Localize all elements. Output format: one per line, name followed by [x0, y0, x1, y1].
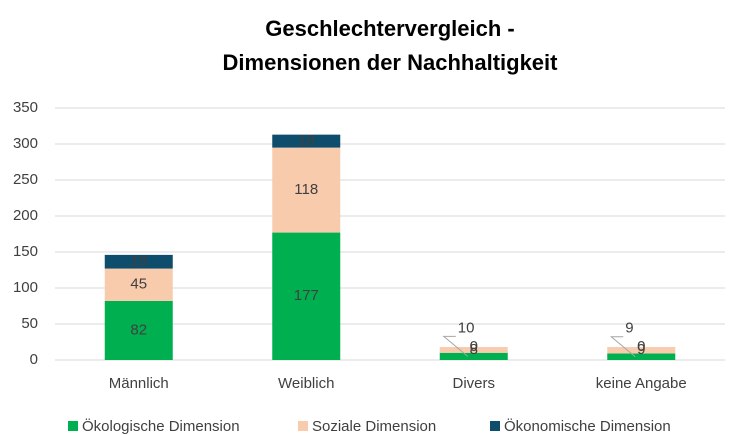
data-label: 9: [625, 320, 633, 337]
bar-segment: [272, 147, 341, 233]
y-tick-label: 150: [13, 243, 38, 260]
legend-label: Ökonomische Dimension: [504, 417, 671, 435]
legend-label: Soziale Dimension: [312, 418, 436, 435]
legend-swatch: [490, 421, 500, 431]
chart-title: Dimensionen der Nachhaltigkeit: [223, 50, 559, 75]
x-tick-label: Männlich: [109, 375, 169, 392]
y-tick-label: 0: [30, 351, 38, 368]
bar-segment: [104, 254, 173, 269]
data-label: 9: [637, 341, 645, 358]
y-tick-label: 250: [13, 171, 38, 188]
data-label: 82: [130, 321, 147, 338]
x-tick-label: Weiblich: [278, 375, 334, 392]
leader-line: [442, 335, 469, 357]
leader-line: [609, 336, 636, 358]
bar-segment: [607, 353, 676, 360]
legend-swatch: [298, 421, 308, 431]
y-tick-label: 50: [21, 315, 38, 332]
data-label: 0: [637, 338, 645, 355]
bar-segment: [104, 300, 173, 360]
chart-title: Geschlechtervergleich -: [265, 16, 514, 41]
x-tick-label: Divers: [452, 375, 495, 392]
y-tick-label: 200: [13, 207, 38, 224]
y-tick-label: 100: [13, 279, 38, 296]
bar-segment: [607, 347, 676, 354]
bar-segment: [272, 134, 341, 148]
y-tick-label: 350: [13, 99, 38, 116]
data-label: 0: [470, 338, 478, 355]
data-label: 10: [458, 319, 475, 336]
bar-segment: [439, 352, 508, 360]
data-label: 18: [298, 132, 315, 149]
data-label: 118: [294, 181, 318, 198]
data-label: 177: [294, 287, 319, 304]
data-label: 45: [130, 276, 147, 293]
y-tick-label: 300: [13, 135, 38, 152]
data-label: 8: [470, 341, 478, 358]
legend-swatch: [68, 421, 78, 431]
bar-segment: [104, 268, 173, 301]
legend-label: Ökologische Dimension: [82, 417, 240, 435]
bar-segment: [439, 347, 508, 353]
x-tick-label: keine Angabe: [596, 375, 687, 392]
data-label: 19: [130, 253, 147, 270]
bar-segment: [272, 232, 341, 360]
